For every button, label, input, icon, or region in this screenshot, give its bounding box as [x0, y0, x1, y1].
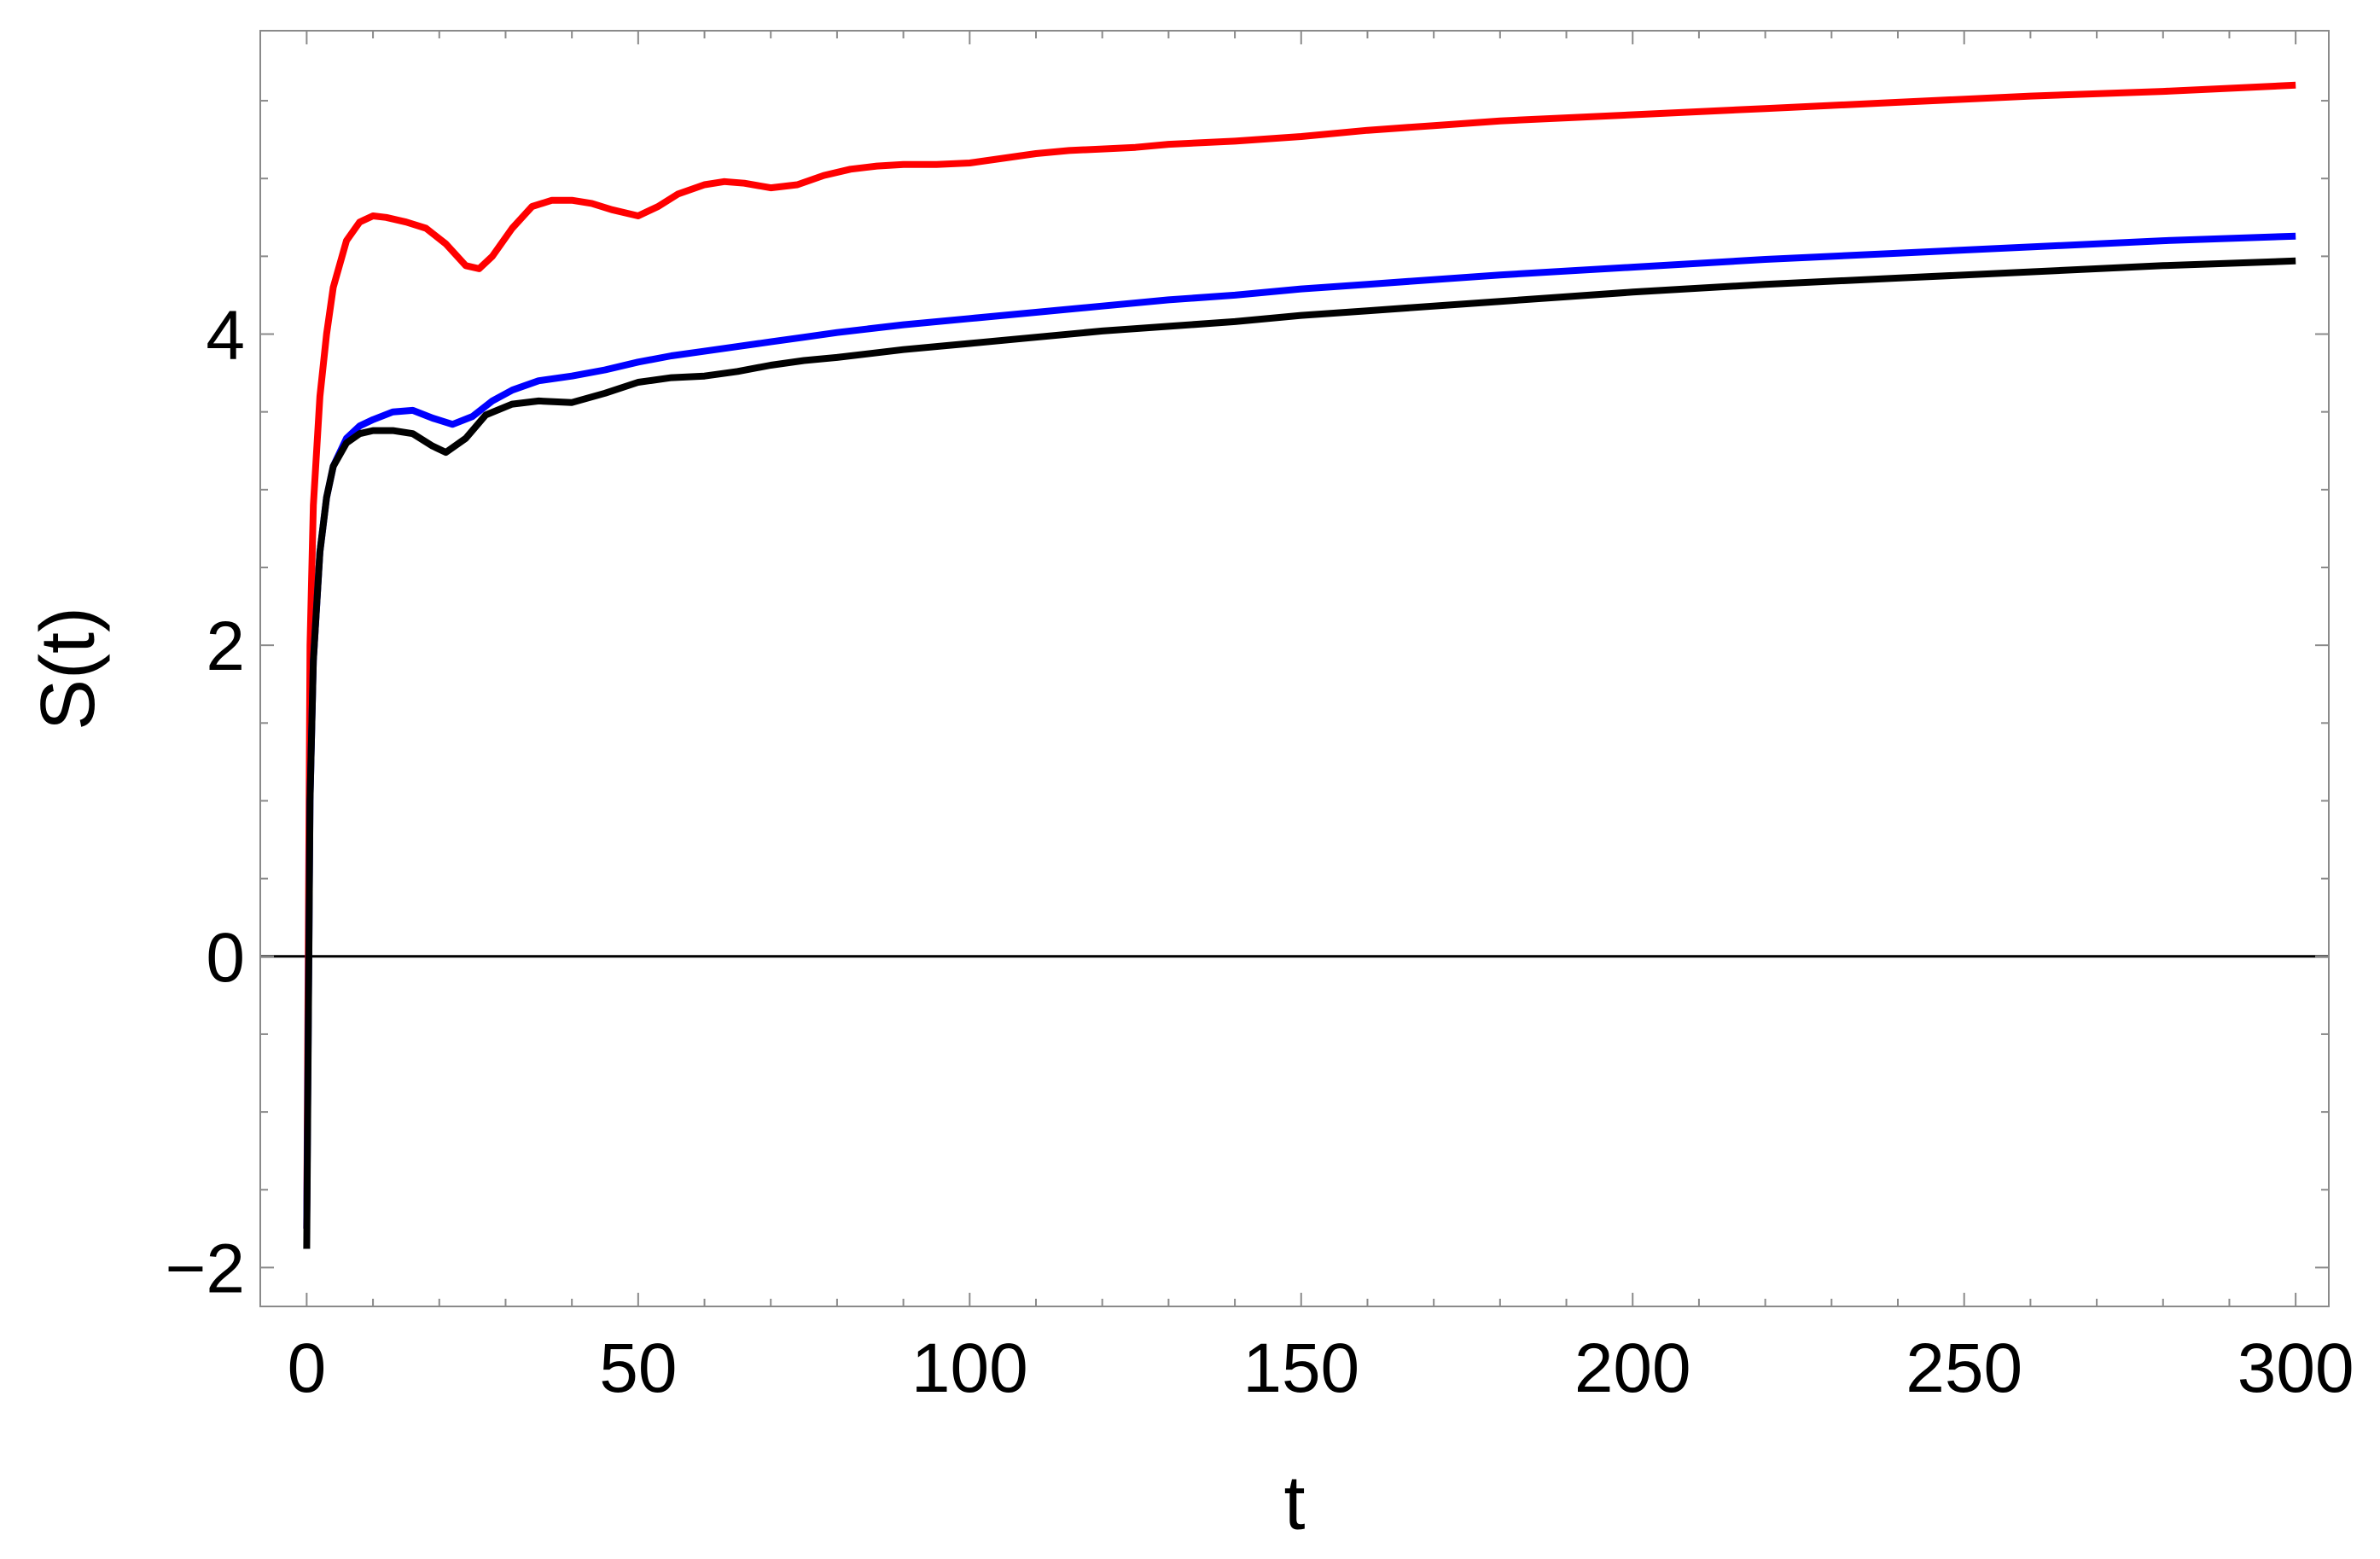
- series-layer: [303, 81, 2296, 1249]
- y-tick-label: 2: [206, 608, 245, 685]
- x-tick-label: 250: [1906, 1329, 2022, 1407]
- x-tick-label: 200: [1574, 1329, 1691, 1407]
- y-tick-label: −2: [166, 1230, 246, 1307]
- x-tick-label: 150: [1242, 1329, 1359, 1407]
- x-tick-label: 0: [288, 1329, 327, 1407]
- x-axis-title: t: [1283, 1461, 1305, 1546]
- series-line-1: [303, 81, 2296, 1229]
- x-tick-label: 300: [2237, 1329, 2354, 1407]
- series-line-3: [303, 257, 2296, 1249]
- tick-layer: 0 50 100 150 200 250 300 −2 0 2 4: [166, 31, 2354, 1407]
- series-line-2: [303, 232, 2296, 1229]
- y-tick-label: 4: [206, 297, 245, 375]
- y-tick-label: 0: [206, 919, 245, 997]
- plot-frame: [259, 30, 2330, 1307]
- x-tick-label: 50: [599, 1329, 677, 1407]
- x-tick-label: 100: [911, 1329, 1028, 1407]
- y-axis-title: S(t): [26, 607, 111, 730]
